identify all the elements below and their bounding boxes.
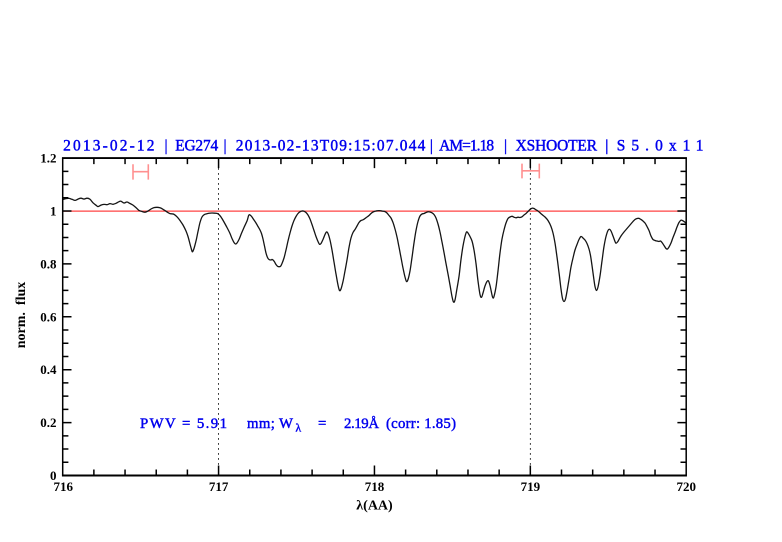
svg-text:2013-02-13T09:15:07.044: 2013-02-13T09:15:07.044 [236, 138, 426, 155]
svg-text:mm; W: mm; W [247, 416, 293, 432]
svg-text:717: 717 [209, 479, 229, 494]
svg-text:0: 0 [50, 468, 57, 483]
svg-text:|: | [504, 138, 507, 155]
svg-text:EG274: EG274 [175, 138, 218, 155]
svg-text:PWV = 5.91: PWV = 5.91 [140, 416, 227, 432]
svg-text:0.2: 0.2 [40, 415, 56, 430]
svg-text:λ(AA): λ(AA) [356, 498, 393, 513]
svg-text:XSHOOTER: XSHOOTER [516, 138, 598, 155]
svg-text:=: = [318, 416, 326, 432]
svg-text:|: | [430, 138, 433, 155]
svg-text:λ: λ [296, 422, 302, 434]
svg-text:718: 718 [365, 479, 385, 494]
svg-text:716: 716 [53, 479, 73, 494]
svg-text:|: | [164, 138, 167, 155]
svg-text:S5.0x11: S5.0x11 [617, 138, 704, 155]
svg-text:1: 1 [50, 204, 57, 219]
svg-text:|: | [605, 138, 608, 155]
svg-text:0.8: 0.8 [40, 256, 57, 271]
svg-text:0.6: 0.6 [40, 309, 57, 324]
svg-text:1.2: 1.2 [40, 151, 56, 166]
svg-text:AM=1.18: AM=1.18 [439, 138, 494, 155]
svg-text:719: 719 [521, 479, 541, 494]
svg-text:2.19Å: 2.19Å [344, 416, 379, 432]
svg-text:720: 720 [676, 479, 696, 494]
svg-text:(corr: 1.85): (corr: 1.85) [386, 416, 456, 432]
svg-text:norm. flux: norm. flux [14, 282, 29, 349]
svg-text:|: | [223, 138, 226, 155]
svg-text:0.4: 0.4 [40, 362, 57, 377]
